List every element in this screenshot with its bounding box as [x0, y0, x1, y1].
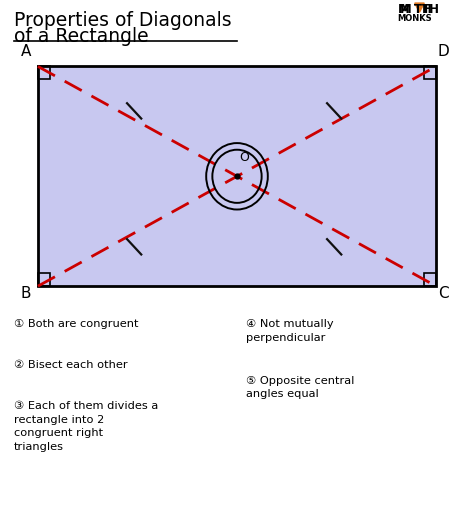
Text: ⑤ Opposite central
angles equal: ⑤ Opposite central angles equal: [246, 376, 355, 399]
Text: ③ Each of them divides a
rectangle into 2
congruent right
triangles: ③ Each of them divides a rectangle into …: [14, 401, 158, 452]
Bar: [38, 273, 50, 286]
Text: Properties of Diagonals: Properties of Diagonals: [14, 11, 232, 30]
Text: C: C: [438, 286, 448, 301]
Text: M: M: [400, 3, 411, 15]
Text: M TH: M TH: [398, 3, 432, 15]
Text: MONKS: MONKS: [397, 14, 432, 23]
Bar: [38, 66, 50, 79]
Text: D: D: [438, 43, 449, 59]
Text: B: B: [21, 286, 31, 301]
Bar: [424, 66, 436, 79]
Bar: [38, 66, 436, 286]
Text: TH: TH: [421, 3, 439, 15]
Bar: [424, 273, 436, 286]
Text: ① Both are congruent: ① Both are congruent: [14, 319, 139, 330]
Text: ④ Not mutually
perpendicular: ④ Not mutually perpendicular: [246, 319, 334, 343]
Text: of a Rectangle: of a Rectangle: [14, 27, 149, 45]
Text: A: A: [21, 43, 31, 59]
Polygon shape: [415, 3, 424, 12]
Text: O: O: [240, 151, 249, 164]
Text: ② Bisect each other: ② Bisect each other: [14, 360, 128, 370]
